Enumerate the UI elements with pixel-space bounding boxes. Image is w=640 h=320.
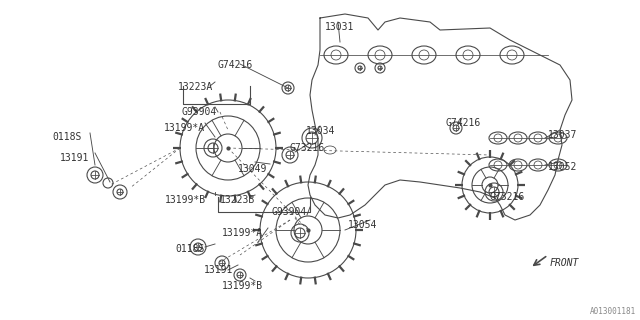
Text: FRONT: FRONT <box>550 258 579 268</box>
Text: 13191: 13191 <box>60 153 90 163</box>
Text: 13054: 13054 <box>348 220 378 230</box>
Text: 13052: 13052 <box>548 162 577 172</box>
Text: 13191: 13191 <box>204 265 234 275</box>
Text: 13037: 13037 <box>548 130 577 140</box>
Text: 13031: 13031 <box>325 22 355 32</box>
Text: G93904: G93904 <box>182 107 217 117</box>
Text: G74216: G74216 <box>446 118 481 128</box>
Text: G73216: G73216 <box>290 143 325 153</box>
Text: 13199*A: 13199*A <box>222 228 263 238</box>
Text: 13223A: 13223A <box>178 82 213 92</box>
Text: 13199*B: 13199*B <box>222 281 263 291</box>
Text: 13034: 13034 <box>306 126 335 136</box>
Text: G93904: G93904 <box>272 207 307 217</box>
Text: 13223B: 13223B <box>220 195 255 205</box>
Text: G73216: G73216 <box>490 192 525 202</box>
Text: 0118S: 0118S <box>52 132 81 142</box>
Text: 0118S: 0118S <box>175 244 204 254</box>
Text: 13199*B: 13199*B <box>165 195 206 205</box>
Text: A013001181: A013001181 <box>589 307 636 316</box>
Text: 13199*A: 13199*A <box>164 123 205 133</box>
Text: 13049: 13049 <box>238 164 268 174</box>
Text: G74216: G74216 <box>218 60 253 70</box>
